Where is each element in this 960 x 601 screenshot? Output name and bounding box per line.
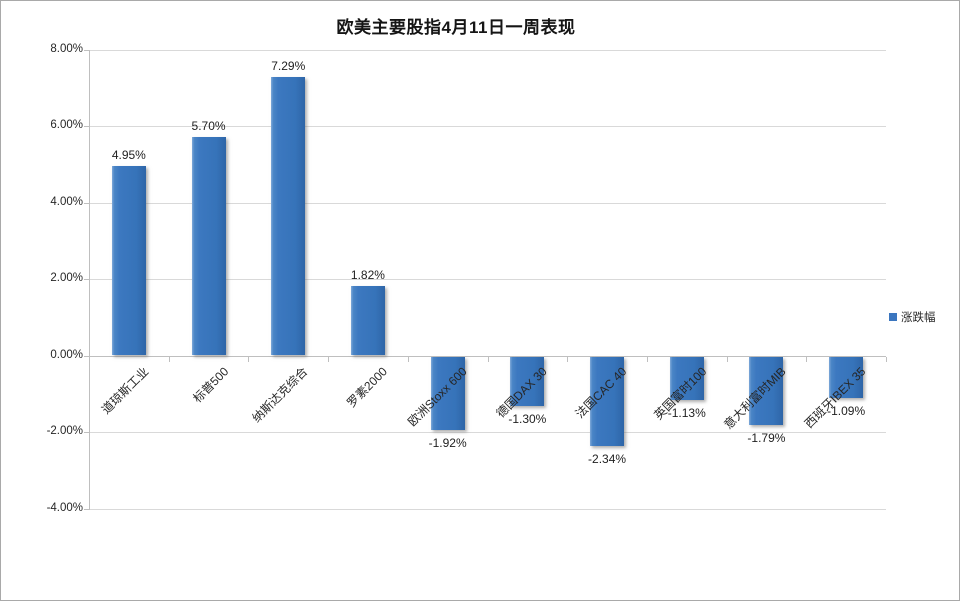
y-axis-label: -2.00% — [46, 425, 83, 437]
bar-欧洲Stoxx 600 — [430, 356, 465, 430]
value-label: -1.79% — [747, 430, 786, 445]
y-axis-tick — [84, 508, 89, 510]
gridline — [89, 432, 886, 433]
value-label: -1.13% — [667, 405, 706, 420]
y-axis-tick — [84, 49, 89, 51]
gridline — [89, 49, 886, 51]
value-label: 4.95% — [111, 148, 146, 163]
bar-法国CAC 40 — [590, 356, 625, 446]
gridline — [89, 202, 886, 204]
bar-英国富时100 — [669, 356, 704, 400]
value-label: -1.30% — [508, 412, 547, 427]
y-axis-label: 4.00% — [50, 195, 83, 208]
category-label-道琼斯工业: 道琼斯工业 — [98, 363, 152, 417]
y-axis-tick — [84, 126, 89, 127]
bar-标普500 — [191, 137, 226, 356]
bar-德国DAX 30 — [510, 356, 545, 407]
legend: 涨跌幅 — [889, 309, 936, 325]
y-axis-label: 2.00% — [50, 272, 83, 284]
legend-swatch-icon — [889, 313, 897, 321]
x-axis-tick — [726, 356, 728, 362]
x-axis-tick — [328, 356, 330, 362]
y-axis-tick — [84, 202, 89, 204]
x-axis-tick — [567, 356, 569, 362]
value-label: -2.34% — [588, 452, 627, 466]
y-axis-tick — [84, 279, 89, 280]
category-label-罗素2000: 罗素2000 — [344, 363, 391, 410]
category-label-纳斯达克综合: 纳斯达克综合 — [249, 363, 311, 425]
bar-意大利富时MIB — [749, 356, 784, 425]
legend-series-label: 涨跌幅 — [901, 312, 936, 324]
x-axis-tick — [248, 356, 250, 362]
x-axis-tick — [646, 356, 648, 362]
category-label-标普500: 标普500 — [189, 363, 231, 405]
bar-纳斯达克综合 — [271, 76, 306, 356]
x-axis-tick — [168, 356, 170, 362]
x-axis-tick — [407, 356, 409, 362]
y-axis-line — [89, 49, 90, 510]
value-label: 5.70% — [191, 119, 226, 134]
x-axis-tick — [886, 356, 887, 362]
value-label: 1.82% — [350, 267, 385, 282]
x-axis-tick — [806, 356, 808, 362]
y-axis-label: 0.00% — [50, 348, 83, 361]
x-axis-tick — [89, 356, 90, 362]
y-axis-label: -4.00% — [46, 501, 83, 514]
value-label: 7.29% — [271, 58, 306, 73]
value-label: -1.09% — [827, 404, 866, 419]
y-axis-label: 8.00% — [50, 42, 83, 55]
value-label: -1.92% — [428, 435, 467, 450]
gridline — [89, 279, 886, 280]
y-axis-tick — [84, 432, 89, 433]
x-axis-tick — [487, 356, 489, 362]
y-axis-tick — [84, 355, 89, 357]
gridline — [89, 508, 886, 510]
bar-道琼斯工业 — [111, 166, 146, 356]
bar-罗素2000 — [350, 285, 385, 356]
chart-title: 欧美主要股指4月11日一周表现 — [336, 18, 576, 37]
x-axis-zero-line — [89, 355, 886, 357]
y-axis-label: 6.00% — [50, 119, 83, 131]
bar-西班牙IBEX 35 — [829, 356, 864, 399]
gridline — [89, 126, 886, 127]
